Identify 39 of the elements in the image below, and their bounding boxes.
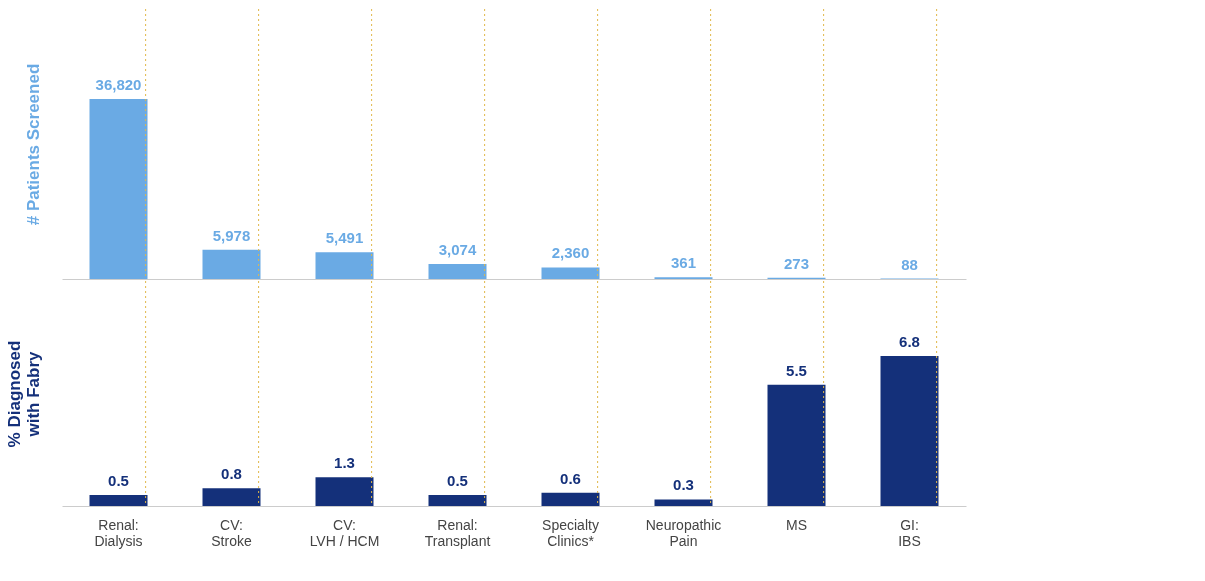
- x-tick-label: MS: [786, 516, 807, 533]
- bar: [767, 384, 826, 506]
- y-axis-title: # Patients Screened: [23, 63, 43, 226]
- x-tick-label: Renal: Transplant: [424, 516, 491, 549]
- data-label: 5.5: [786, 361, 807, 379]
- bar: [428, 263, 487, 279]
- bar: [654, 499, 713, 506]
- data-label: 3,074: [438, 240, 477, 258]
- bar: [202, 488, 261, 506]
- data-label: 0.5: [447, 471, 468, 489]
- x-tick-label: Neuropathic Pain: [645, 516, 722, 549]
- x-tick-label: Renal: Dialysis: [94, 516, 143, 549]
- data-label: 2,360: [551, 244, 590, 262]
- data-label: 6.8: [899, 333, 920, 350]
- data-label: 0.3: [673, 476, 694, 494]
- data-label: 361: [670, 254, 697, 272]
- data-label: 1.3: [334, 454, 355, 472]
- y-axis-title: % Diagnosed with Fabry: [4, 340, 43, 448]
- data-label: 36,820: [95, 76, 142, 93]
- data-label: 273: [783, 254, 810, 272]
- bar: [541, 267, 600, 279]
- bar: [202, 249, 261, 279]
- bar: [541, 492, 600, 506]
- bar: [428, 494, 487, 506]
- data-label: 5,978: [212, 226, 251, 244]
- data-label: 0.6: [560, 469, 581, 487]
- bar: [315, 252, 374, 279]
- x-tick-label: CV: LVH / HCM: [309, 516, 380, 549]
- bar: [880, 356, 939, 506]
- bar: [89, 494, 148, 506]
- data-label: 0.5: [108, 471, 129, 489]
- data-label: 88: [901, 255, 918, 273]
- bar: [89, 99, 148, 279]
- data-label: 0.8: [221, 465, 242, 483]
- data-label: 5,491: [325, 229, 364, 247]
- x-tick-label: CV: Stroke: [211, 516, 252, 549]
- x-tick-label: Specialty Clinics*: [542, 516, 599, 549]
- x-tick-label: GI: IBS: [898, 516, 921, 549]
- bar: [315, 477, 374, 506]
